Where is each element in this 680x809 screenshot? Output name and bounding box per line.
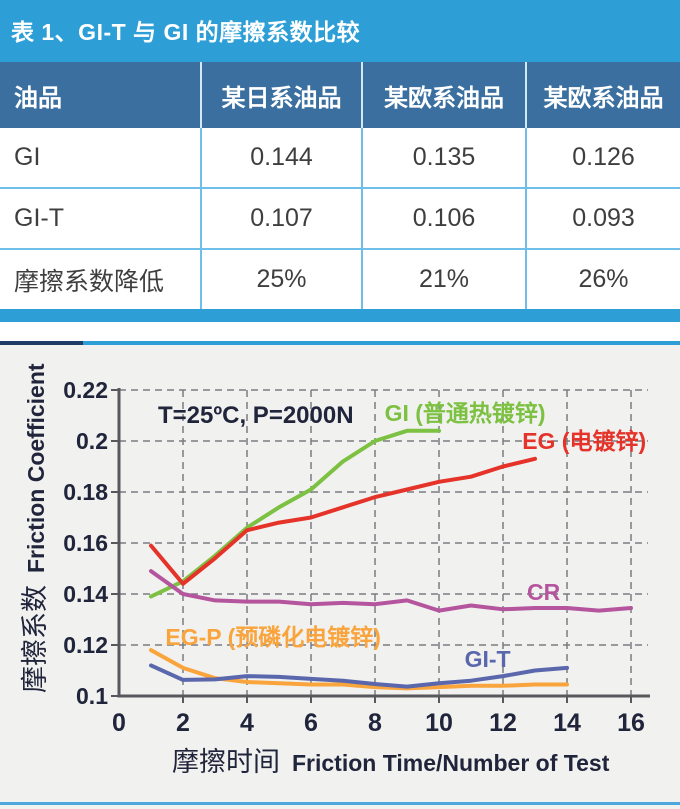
row-label-git: GI-T: [0, 187, 201, 249]
series-label-EG: EG (电镀锌): [522, 428, 646, 454]
tick-labels: 0 2 4 6 8 10 12 14 16 0.1 0.12 0.14 0.16 0.18 0.2 0.22: [63, 377, 645, 737]
y-tick-label: 0.14: [63, 581, 108, 607]
row-label-gi: GI: [0, 128, 201, 188]
x-axis-title: 摩擦时间 Friction Time/Number of Test: [172, 747, 610, 777]
chart-card-bottom-border: [0, 802, 680, 805]
table-row: GI 0.144 0.135 0.126: [0, 128, 680, 188]
y-tick-label: 0.1: [76, 683, 108, 709]
y-axis-title-en: Friction Coefficient: [23, 363, 49, 573]
x-tick-label: 8: [368, 709, 382, 737]
series-line-GI: [149, 428, 441, 599]
x-tick-label: 6: [304, 709, 318, 737]
cell-value: 0.126: [525, 128, 680, 188]
cell-value: 0.093: [525, 187, 680, 249]
series-line-CR: [149, 569, 633, 613]
y-tick-label: 0.18: [63, 479, 108, 505]
series-labels: GI (普通热镀锌)EG (电镀锌) CR EG-P (预磷化电镀锌) GI-T: [165, 400, 646, 672]
comparison-table-card: 表 1、GI-T 与 GI 的摩擦系数比较 油品 某日系油品 某欧系油品 某欧系…: [0, 0, 680, 322]
column-header-oil: 油品: [0, 62, 201, 128]
table-row: GI-T 0.107 0.106 0.093: [0, 187, 680, 249]
cell-value: 0.107: [200, 187, 362, 249]
series-label-GI: GI (普通热镀锌): [385, 400, 546, 426]
series-label-EG-P: EG-P (预磷化电镀锌): [165, 624, 381, 650]
y-tick-label: 0.12: [63, 632, 108, 658]
column-header-european-oil-1: 某欧系油品: [361, 62, 526, 128]
y-tick-label: 0.2: [76, 428, 108, 454]
x-tick-label: 14: [553, 709, 581, 737]
table-row: 摩擦系数降低 25% 21% 26%: [0, 248, 680, 309]
chart-card-top-border: [0, 341, 680, 345]
x-tick-label: 0: [112, 709, 126, 737]
x-tick-label: 16: [617, 709, 645, 737]
table-bottom-bar: [0, 309, 680, 322]
cell-value: 0.106: [361, 187, 526, 249]
series-line-GI-T: [149, 663, 569, 689]
cell-value: 21%: [361, 248, 526, 309]
x-tick-label: 12: [489, 709, 517, 737]
friction-chart-card: GI (普通热镀锌) EG (电镀锌) CR EG-P (预磷化电镀锌) GI-T 0 2…: [0, 341, 680, 809]
x-tick-label: 2: [176, 709, 190, 737]
series-line-EG: [149, 456, 537, 586]
cell-value: 0.144: [200, 128, 362, 188]
y-axis-title-cn: 摩擦系数: [20, 585, 50, 693]
gridlines: [119, 389, 648, 696]
table-title: 表 1、GI-T 与 GI 的摩擦系数比较: [0, 0, 680, 62]
condition-annotation: T=25ºC, P=2000N: [158, 402, 354, 429]
row-label-reduction: 摩擦系数降低: [0, 248, 201, 309]
cell-value: 26%: [525, 248, 680, 309]
column-header-european-oil-2: 某欧系油品: [525, 62, 680, 128]
series-label-GI-T: GI-T: [465, 646, 511, 672]
x-axis-title-cn: 摩擦时间: [172, 747, 280, 777]
table-header-row: 油品 某日系油品 某欧系油品 某欧系油品: [0, 62, 680, 128]
x-tick-label: 4: [240, 709, 254, 737]
x-tick-label: 10: [425, 709, 453, 737]
y-axis-title: 摩擦系数 Friction Coefficient: [20, 363, 50, 693]
series-lines: [149, 428, 633, 691]
column-header-japanese-oil: 某日系油品: [200, 62, 362, 128]
cell-value: 25%: [200, 248, 362, 309]
y-tick-label: 0.16: [63, 530, 108, 556]
series-label-CR: CR: [527, 579, 561, 605]
cell-value: 0.135: [361, 128, 526, 188]
friction-line-chart: GI (普通热镀锌)EG (电镀锌) CR EG-P (预磷化电镀锌) GI-T 0 2…: [20, 363, 650, 777]
friction-comparison-table: 油品 某日系油品 某欧系油品 某欧系油品 GI 0.144 0.135 0.12…: [0, 62, 680, 309]
x-axis-title-en: Friction Time/Number of Test: [292, 750, 610, 776]
y-tick-label: 0.22: [63, 377, 108, 403]
